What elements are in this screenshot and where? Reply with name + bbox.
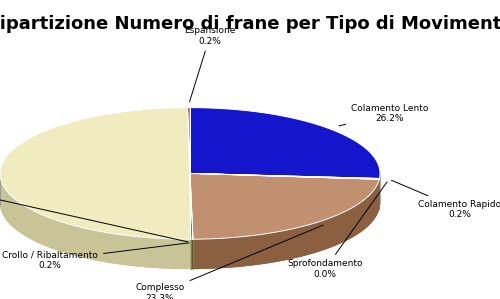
Text: Sprofondamento
0.0%: Sprofondamento 0.0%: [287, 182, 387, 279]
Polygon shape: [0, 203, 190, 269]
Polygon shape: [190, 203, 193, 269]
Polygon shape: [190, 239, 193, 269]
Text: Complesso
23.3%: Complesso 23.3%: [136, 225, 323, 299]
Polygon shape: [190, 173, 379, 239]
Text: Colamento Rapido
0.2%: Colamento Rapido 0.2%: [392, 180, 500, 219]
Polygon shape: [190, 203, 379, 209]
Polygon shape: [190, 203, 380, 209]
Text: Colamento Lento
26.2%: Colamento Lento 26.2%: [339, 104, 428, 126]
Text: Scivolamento
49.8%: Scivolamento 49.8%: [0, 298, 1, 299]
Polygon shape: [0, 175, 190, 269]
Polygon shape: [0, 108, 190, 239]
Text: Espansione
0.2%: Espansione 0.2%: [184, 26, 236, 102]
Polygon shape: [188, 108, 190, 173]
Polygon shape: [190, 203, 379, 269]
Polygon shape: [190, 203, 380, 208]
Polygon shape: [193, 179, 379, 269]
Polygon shape: [190, 108, 380, 179]
Text: Crollo / Ribaltamento
0.2%: Crollo / Ribaltamento 0.2%: [2, 243, 189, 270]
Polygon shape: [190, 173, 193, 239]
Text: Ripartizione Numero di frane per Tipo di Movimento: Ripartizione Numero di frane per Tipo di…: [0, 15, 500, 33]
Text: DGPV
0.0%: DGPV 0.0%: [0, 185, 188, 242]
Polygon shape: [190, 173, 379, 179]
Polygon shape: [190, 173, 380, 179]
